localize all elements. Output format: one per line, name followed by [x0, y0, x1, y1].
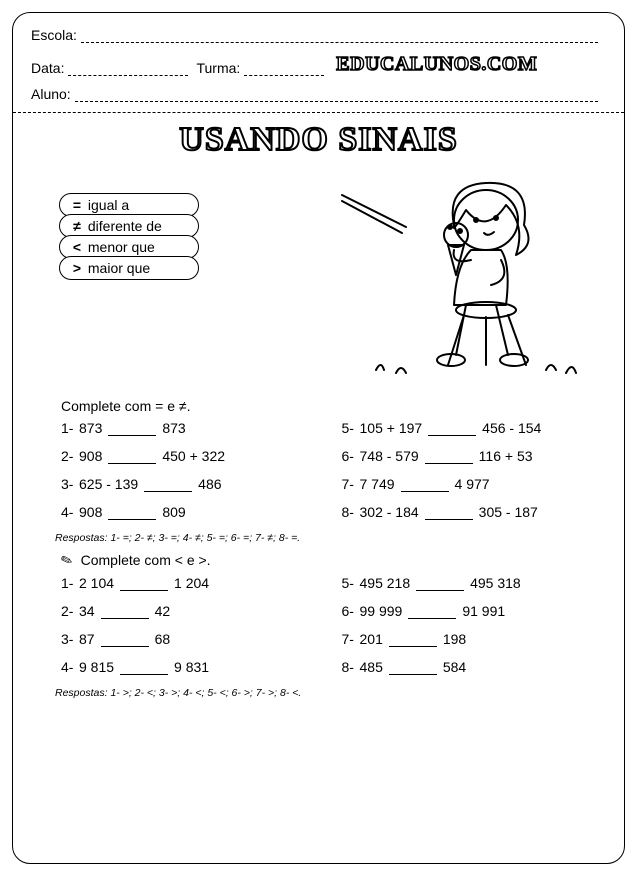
greater-text: maior que: [88, 260, 150, 276]
blank: [425, 451, 473, 464]
pencil-icon: ✎: [58, 551, 75, 571]
blank: [408, 606, 456, 619]
ex2-item: 4-9 8159 831: [61, 659, 316, 675]
header-row-school: Escola:: [31, 27, 606, 43]
ex2-item: 8-485584: [342, 659, 597, 675]
blank: [425, 507, 473, 520]
blank: [101, 606, 149, 619]
ex2-col-left: 1-2 1041 204 2-3442 3-8768 4-9 8159 831: [61, 575, 316, 687]
ex2-columns: 1-2 1041 204 2-3442 3-8768 4-9 8159 831 …: [31, 575, 606, 687]
notequal-text: diferente de: [88, 218, 162, 234]
illustration-row: = igual a ≠ diferente de < menor que > m…: [31, 165, 606, 390]
page-title: USANDO SINAIS: [179, 121, 457, 158]
ex2-item: 2-3442: [61, 603, 316, 619]
blank: [108, 423, 156, 436]
ex2-col-right: 5-495 218495 318 6-99 99991 991 7-201198…: [342, 575, 597, 687]
ex2-item: 5-495 218495 318: [342, 575, 597, 591]
less-text: menor que: [88, 239, 155, 255]
notequal-sym: ≠: [70, 218, 84, 234]
student-label: Aluno:: [31, 86, 71, 102]
ex1-columns: 1-873873 2-908450 + 322 3-625 - 139486 4…: [31, 420, 606, 532]
equal-text: igual a: [88, 197, 129, 213]
ex1-item: 1-873873: [61, 420, 316, 436]
school-line: [81, 29, 598, 43]
ex2-answers: Respostas: 1- >; 2- <; 3- >; 4- <; 5- <;…: [55, 687, 606, 699]
ex1-item: 4-908809: [61, 504, 316, 520]
equal-sym: =: [70, 197, 84, 213]
ex1-item: 8-302 - 184305 - 187: [342, 504, 597, 520]
blank: [144, 479, 192, 492]
class-label: Turma:: [196, 60, 240, 76]
date-label: Data:: [31, 60, 64, 76]
ex1-instruction: Complete com = e ≠.: [61, 398, 606, 414]
blank: [108, 507, 156, 520]
ex1-item: 7-7 7494 977: [342, 476, 597, 492]
blank: [389, 662, 437, 675]
blank: [108, 451, 156, 464]
ex1-answers: Respostas: 1- =; 2- ≠; 3- =; 4- ≠; 5- =;…: [55, 532, 606, 544]
header-separator: [13, 112, 624, 113]
girl-illustration: [207, 165, 606, 390]
header-row-date: Data: Turma: EDUCALUNOS.COM: [31, 53, 606, 76]
ex1-item: 5-105 + 197456 - 154: [342, 420, 597, 436]
student-line: [75, 88, 598, 102]
blank: [120, 662, 168, 675]
ex1-item: 2-908450 + 322: [61, 448, 316, 464]
worksheet-frame: Escola: Data: Turma: EDUCALUNOS.COM Alun…: [12, 12, 625, 864]
blank: [120, 578, 168, 591]
ex2-item: 6-99 99991 991: [342, 603, 597, 619]
blank: [389, 634, 437, 647]
ex1-item: 3-625 - 139486: [61, 476, 316, 492]
greater-sym: >: [70, 260, 84, 276]
date-line: [68, 62, 188, 76]
girl-icon: [336, 165, 606, 385]
ex1-col-left: 1-873873 2-908450 + 322 3-625 - 139486 4…: [61, 420, 316, 532]
ex2-instruction-text: Complete com < e >.: [81, 552, 211, 568]
legend-greater: > maior que: [59, 256, 199, 280]
ex1-col-right: 5-105 + 197456 - 154 6-748 - 579116 + 53…: [342, 420, 597, 532]
ex2-item: 1-2 1041 204: [61, 575, 316, 591]
blank: [416, 578, 464, 591]
class-line: [244, 62, 324, 76]
ex1-item: 6-748 - 579116 + 53: [342, 448, 597, 464]
title-wrap: USANDO SINAIS: [31, 121, 606, 159]
blank: [428, 423, 476, 436]
brand-logo: EDUCALUNOS.COM: [336, 53, 537, 76]
less-sym: <: [70, 239, 84, 255]
legend-bubbles: = igual a ≠ diferente de < menor que > m…: [59, 193, 199, 277]
header-row-student: Aluno:: [31, 86, 606, 102]
ex2-item: 7-201198: [342, 631, 597, 647]
school-label: Escola:: [31, 27, 77, 43]
blank: [101, 634, 149, 647]
blank: [401, 479, 449, 492]
ex2-instruction: ✎ Complete com < e >.: [61, 552, 606, 569]
ex2-item: 3-8768: [61, 631, 316, 647]
